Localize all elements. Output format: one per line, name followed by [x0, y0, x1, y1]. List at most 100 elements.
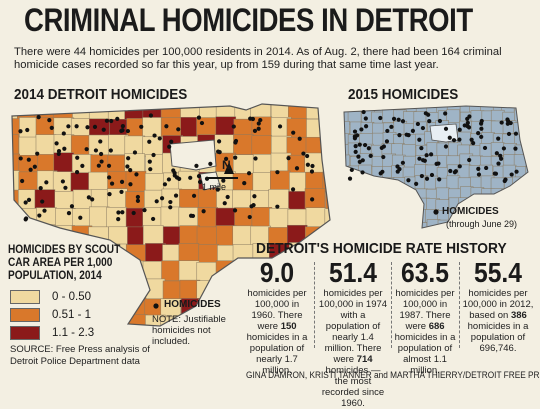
homicide-dot: [147, 159, 152, 164]
homicide-dot: [216, 149, 221, 154]
homicide-dot: [224, 156, 229, 161]
homicide-dot: [496, 161, 501, 166]
scout-car-area: [233, 134, 254, 155]
stat-value: 63.5: [401, 257, 449, 288]
homicide-dot: [419, 173, 424, 179]
homicide-dot: [479, 118, 484, 124]
homicide-dot: [252, 128, 258, 133]
homicide-dot: [256, 126, 261, 131]
scout-car-area: [348, 200, 362, 214]
homicide-dot: [134, 172, 139, 177]
homicide-dot: [357, 142, 362, 147]
homicide-dot: [37, 213, 42, 218]
scout-car-area: [524, 145, 528, 159]
homicide-dot: [60, 179, 65, 184]
homicide-dot: [242, 180, 247, 186]
homicide-dot: [465, 120, 470, 126]
scout-car-area: [35, 134, 57, 155]
homicide-dot: [258, 117, 263, 123]
legend-label: 1.1 - 2.3: [52, 327, 95, 339]
homicide-dot: [347, 176, 353, 181]
homicide-dot: [26, 157, 31, 162]
homicide-dot: [23, 217, 28, 222]
homicide-dot: [61, 131, 66, 136]
homicide-dot: [385, 128, 390, 134]
homicide-dot: [120, 124, 125, 129]
homicide-dot: [492, 171, 497, 176]
homicide-dot: [74, 124, 79, 129]
scout-car-area: [251, 207, 273, 228]
homicide-dot: [66, 124, 71, 129]
scout-car-area: [232, 225, 254, 247]
scout-car-area: [358, 178, 373, 192]
homicide-dot: [176, 127, 181, 132]
legend-item: 1.1 - 2.3: [10, 326, 94, 340]
scout-car-area: [53, 104, 74, 120]
homicide-dot: [75, 155, 80, 160]
homicide-dot: [353, 144, 358, 149]
stat-text: homicides per 100,000 in 1960. There wer…: [246, 288, 308, 376]
rate-history-heading: DETROIT'S HOMICIDE RATE HISTORY: [256, 240, 507, 257]
homicide-dot: [98, 151, 104, 157]
scout-car-area: [344, 188, 351, 202]
homicide-dot: [419, 146, 424, 151]
homicide-dot: [131, 210, 136, 216]
homicide-dot: [420, 125, 426, 131]
homicide-dot: [305, 162, 310, 167]
scout-car-area: [197, 207, 218, 228]
scout-car-area: [436, 142, 451, 157]
homicide-dot: [479, 126, 484, 131]
homicide-dot: [310, 163, 315, 169]
homicide-dot: [466, 125, 472, 130]
homicide-dot: [36, 114, 41, 120]
homicide-dot: [208, 161, 213, 166]
homicide-dot: [355, 133, 360, 138]
stat-text: homicides per 100,000 in 1987. There wer…: [394, 288, 456, 376]
scout-car-area: [323, 104, 330, 120]
scout-car-area: [360, 199, 374, 213]
homicide-dot: [429, 172, 435, 178]
scout-car-area: [16, 104, 38, 121]
homicide-dot: [119, 179, 125, 184]
homicide-dot: [74, 170, 80, 175]
homicide-dot: [253, 156, 258, 161]
legend-swatch: [10, 308, 40, 322]
scout-car-area: [196, 262, 218, 283]
scout-car-area: [380, 208, 395, 222]
scout-car-area: [70, 135, 92, 156]
scout-car-area: [392, 198, 407, 213]
city-boundary-2015: [343, 105, 529, 229]
homicide-dot: [148, 167, 153, 172]
homicide-dot: [69, 204, 75, 209]
scout-car-area: [88, 206, 110, 228]
homicide-dot: [78, 215, 83, 220]
homicide-dot: [225, 194, 230, 200]
scout-car-area: [381, 221, 396, 228]
homicide-dot: [352, 136, 358, 141]
scout-car-area: [512, 198, 527, 212]
homicide-dot: [277, 124, 283, 129]
scout-car-area: [161, 188, 183, 210]
homicide-dot: [194, 163, 199, 168]
homicide-dot: [451, 138, 457, 143]
homicide-dot: [360, 170, 365, 175]
homicide-dot: [132, 150, 138, 155]
homicide-dot: [484, 165, 489, 171]
scout-car-area: [370, 208, 384, 222]
scout-car-area: [514, 186, 528, 200]
scout-car-area: [358, 187, 373, 202]
scout-car-area: [12, 224, 21, 246]
homicide-dot: [395, 169, 400, 174]
homicide-dot: [494, 151, 499, 156]
scout-car-area: [127, 314, 148, 326]
homicide-dot: [286, 155, 291, 161]
scout-car-area: [109, 296, 130, 318]
stat-divider: [459, 262, 460, 348]
homicide-dot: [167, 144, 172, 149]
scout-car-area: [270, 170, 291, 192]
homicide-dot: [92, 124, 98, 130]
scout-car-area: [526, 131, 528, 146]
homicide-dot: [349, 167, 354, 173]
scout-car-area: [304, 188, 326, 209]
legend-item: 0 - 0.50: [10, 290, 91, 304]
